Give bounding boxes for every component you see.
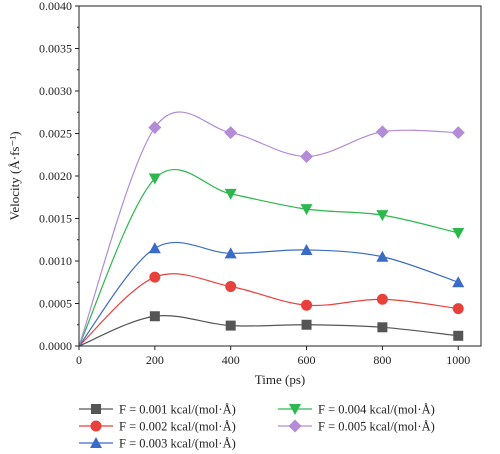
legend: F = 0.001 kcal/(mol·Å) F = 0.002 kcal/(mo…: [79, 403, 435, 451]
data-point: [300, 204, 313, 216]
data-point: [375, 125, 389, 139]
series-markers: [148, 121, 465, 341]
y-tick-label: 0.0005: [39, 297, 72, 311]
y-tick-label: 0.0035: [39, 42, 72, 56]
legend-item: F = 0.002 kcal/(mol·Å): [79, 420, 236, 434]
y-tick-label: 0.0040: [39, 0, 72, 13]
data-point: [376, 293, 388, 305]
data-point: [149, 311, 160, 322]
data-point: [451, 126, 465, 140]
data-point: [149, 271, 161, 283]
data-point: [148, 242, 161, 254]
data-point: [300, 243, 313, 255]
x-tick-label: 1000: [446, 353, 470, 367]
legend-label: F = 0.003 kcal/(mol·Å): [119, 437, 236, 451]
data-point: [224, 247, 237, 259]
data-point: [300, 149, 314, 163]
data-point: [224, 188, 237, 200]
data-point: [301, 299, 313, 311]
legend-item: F = 0.001 kcal/(mol·Å): [79, 403, 236, 417]
y-tick-label: 0.0030: [39, 84, 72, 98]
data-point: [148, 173, 161, 185]
legend-item: F = 0.004 kcal/(mol·Å): [278, 403, 435, 417]
data-point: [452, 227, 465, 239]
y-tick-label: 0.0000: [39, 339, 72, 353]
legend-marker: [289, 404, 301, 415]
x-tick-label: 400: [222, 353, 240, 367]
data-point: [225, 320, 236, 331]
data-point: [452, 303, 464, 315]
data-point: [148, 121, 162, 135]
data-point: [377, 322, 388, 333]
legend-marker: [90, 437, 102, 448]
data-point: [224, 126, 238, 140]
legend-marker: [288, 419, 302, 433]
data-point: [453, 330, 464, 341]
x-tick-label: 800: [373, 353, 391, 367]
legend-label: F = 0.004 kcal/(mol·Å): [318, 403, 435, 417]
y-tick-label: 0.0025: [39, 127, 72, 141]
legend-label: F = 0.005 kcal/(mol·Å): [318, 420, 435, 434]
y-tick-label: 0.0020: [39, 169, 72, 183]
legend-marker: [91, 404, 101, 414]
legend-label: F = 0.002 kcal/(mol·Å): [119, 420, 236, 434]
data-point: [376, 250, 389, 262]
legend-item: F = 0.005 kcal/(mol·Å): [278, 419, 435, 434]
x-axis-title: Time (ps): [255, 372, 305, 387]
x-tick-label: 200: [146, 353, 164, 367]
legend-item: F = 0.003 kcal/(mol·Å): [79, 437, 236, 451]
x-tick-label: 0: [76, 353, 82, 367]
data-point: [225, 281, 237, 292]
legend-label: F = 0.001 kcal/(mol·Å): [119, 403, 236, 417]
data-point: [376, 210, 389, 222]
data-point: [452, 276, 465, 288]
y-tick-label: 0.0015: [39, 212, 72, 226]
data-point: [301, 319, 312, 330]
legend-marker: [90, 420, 102, 432]
x-tick-label: 600: [298, 353, 316, 367]
y-axis-title: Velocity (Å·fs⁻¹): [7, 131, 22, 220]
y-axis-ticks: 0.0000 0.0005 0.0010 0.0015 0.0020 0.0025 0.00…: [39, 0, 79, 353]
series-line-1: [78, 315, 459, 347]
x-axis-ticks: 0 200 400 600 800 1000: [76, 346, 470, 367]
y-tick-label: 0.0010: [39, 254, 72, 268]
